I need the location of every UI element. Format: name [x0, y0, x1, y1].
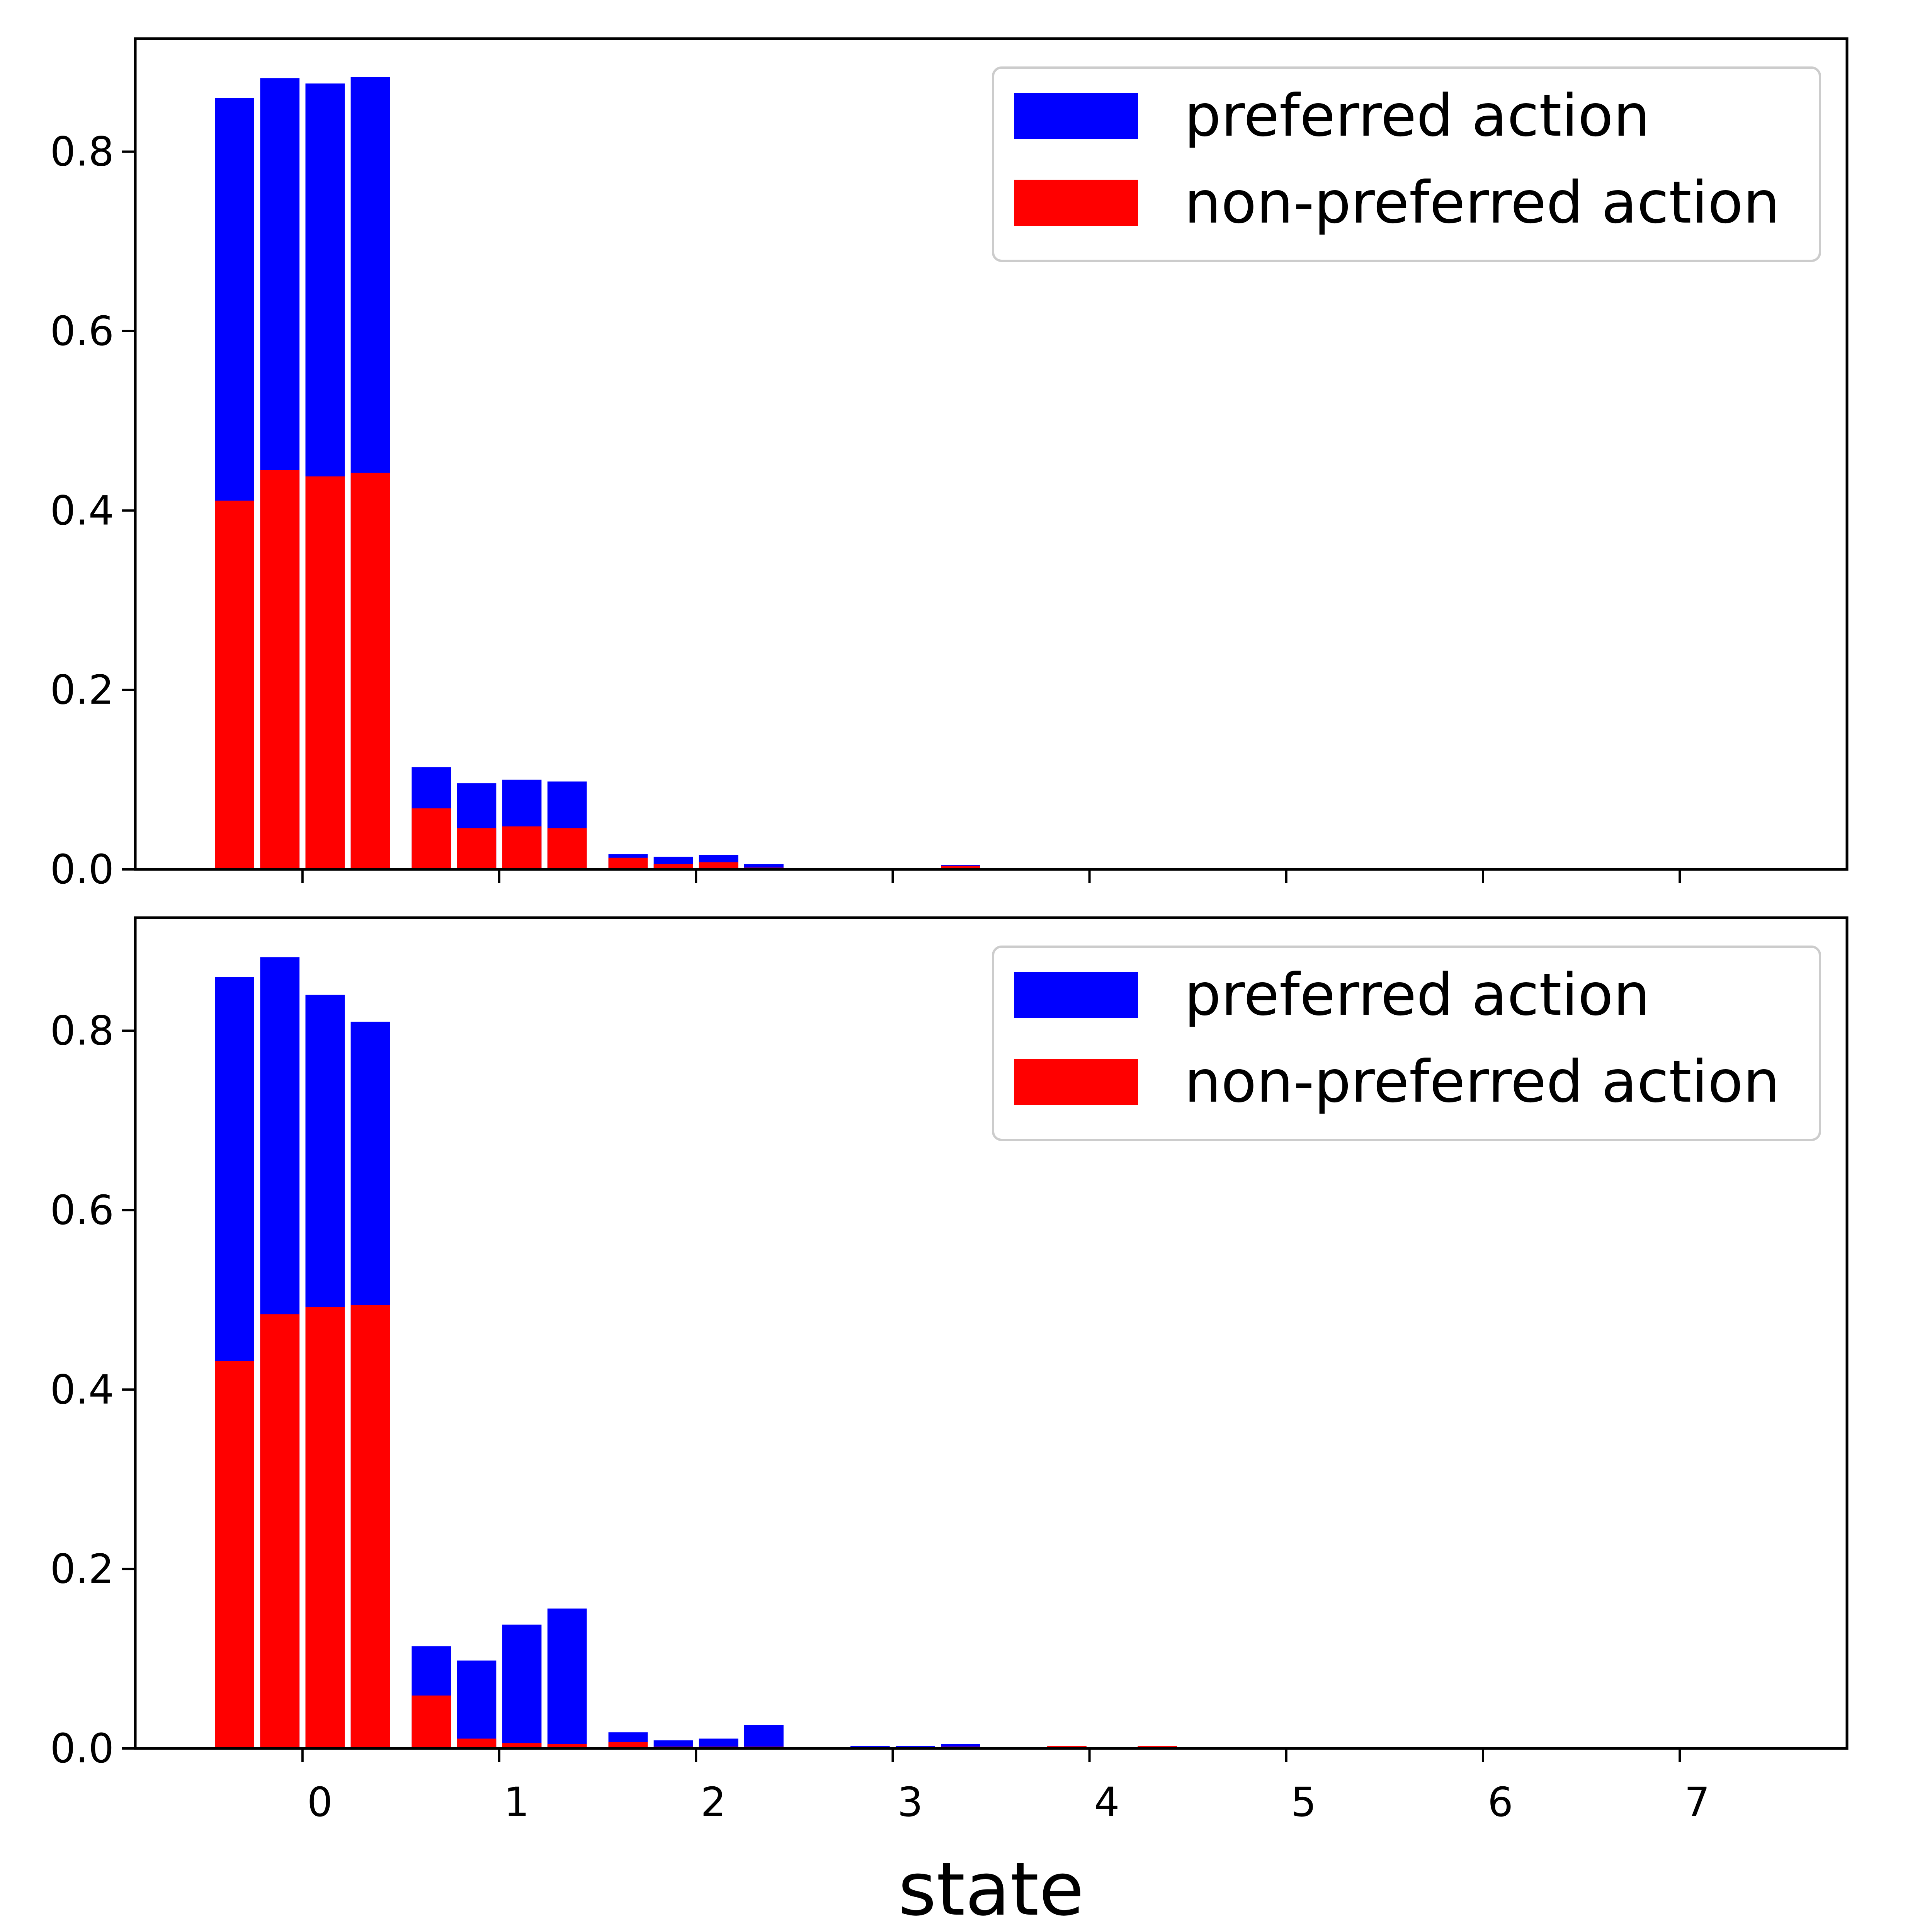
legend-label-preferred: preferred action	[1184, 82, 1650, 150]
bar-non-preferred-state0-2	[305, 1307, 345, 1748]
y-tick-label: 0.4	[50, 1366, 114, 1413]
bar-non-preferred-state1-1	[457, 828, 497, 869]
bar-non-preferred-state0-3	[350, 473, 390, 869]
bar-non-preferred-state0-1	[260, 470, 300, 869]
legend-label-non-preferred: non-preferred action	[1184, 1048, 1780, 1116]
panels: 0.0 0.2 0.4 0.6 0.8 preferred action non-prefe…	[50, 37, 1849, 1932]
bar-non-preferred-state1-1	[457, 1738, 497, 1748]
y-tick-label: 0.0	[50, 1725, 114, 1772]
chart-panel-1: 0.0 0.2 0.4 0.6 0.8 preferred action non-prefe…	[50, 37, 1849, 893]
bar-preferred-state1-2	[502, 1624, 542, 1748]
y-tick-label: 0.0	[50, 846, 114, 893]
bar-non-preferred-state0-3	[350, 1305, 390, 1748]
y-tick-label: 0.6	[50, 1187, 114, 1234]
legend: preferred action non-preferred action	[992, 946, 1821, 1141]
legend-label-preferred: preferred action	[1184, 961, 1650, 1029]
bar-non-preferred-state2-2	[699, 862, 738, 869]
legend-box	[992, 946, 1821, 1141]
x-tick-label: 2	[701, 1779, 726, 1826]
bar-preferred-state2-3	[744, 1725, 784, 1748]
legend-swatch-preferred	[1014, 972, 1138, 1018]
legend: preferred action non-preferred action	[992, 66, 1821, 262]
legend-box	[992, 66, 1821, 262]
axes-frame	[134, 916, 1849, 1750]
x-tick-label: 3	[897, 1779, 923, 1826]
y-tick-label: 0.8	[50, 128, 114, 175]
bar-non-preferred-state1-0	[412, 808, 451, 869]
axes-frame	[134, 37, 1849, 871]
y-tick-label: 0.8	[50, 1007, 114, 1054]
y-tick-label: 0.4	[50, 487, 114, 534]
y-tick-label: 0.6	[50, 308, 114, 355]
x-tick-label: 5	[1291, 1779, 1316, 1826]
bar-non-preferred-state0-1	[260, 1314, 300, 1748]
bar-non-preferred-state0-0	[215, 500, 254, 869]
bar-preferred-state1-1	[457, 1660, 497, 1748]
chart-panel-2: 0.0 0.2 0.4 0.6 0.8 0 1 2 3 4 5 6 7 state preferred ac…	[50, 916, 1849, 1932]
bar-preferred-state2-1	[653, 1740, 693, 1748]
bar-non-preferred-state0-0	[215, 1361, 254, 1748]
legend-swatch-non-preferred	[1014, 1059, 1138, 1105]
legend-label-non-preferred: non-preferred action	[1184, 169, 1780, 236]
bar-non-preferred-state2-0	[608, 1742, 648, 1748]
bar-preferred-state1-3	[547, 1608, 587, 1748]
legend-swatch-preferred	[1014, 93, 1138, 139]
x-tick-label: 7	[1684, 1779, 1710, 1826]
y-tick-label: 0.2	[50, 1546, 114, 1593]
x-tick-label: 0	[307, 1779, 333, 1826]
x-tick-label: 4	[1094, 1779, 1120, 1826]
bar-non-preferred-state3-3	[941, 866, 980, 869]
legend-swatch-non-preferred	[1014, 180, 1138, 226]
bar-non-preferred-state1-3	[547, 1744, 587, 1748]
bars-group	[215, 77, 980, 870]
bar-non-preferred-state1-2	[502, 826, 542, 869]
x-axis-label: state	[898, 1847, 1084, 1932]
bar-non-preferred-state1-0	[412, 1696, 451, 1748]
bar-preferred-state3-3	[941, 1744, 980, 1748]
y-tick-label: 0.2	[50, 667, 114, 714]
bar-non-preferred-state1-3	[547, 828, 587, 869]
x-tick-label: 1	[504, 1779, 529, 1826]
x-tick-label: 6	[1488, 1779, 1513, 1826]
bar-non-preferred-state0-2	[305, 476, 345, 869]
bar-non-preferred-state2-0	[608, 857, 648, 869]
